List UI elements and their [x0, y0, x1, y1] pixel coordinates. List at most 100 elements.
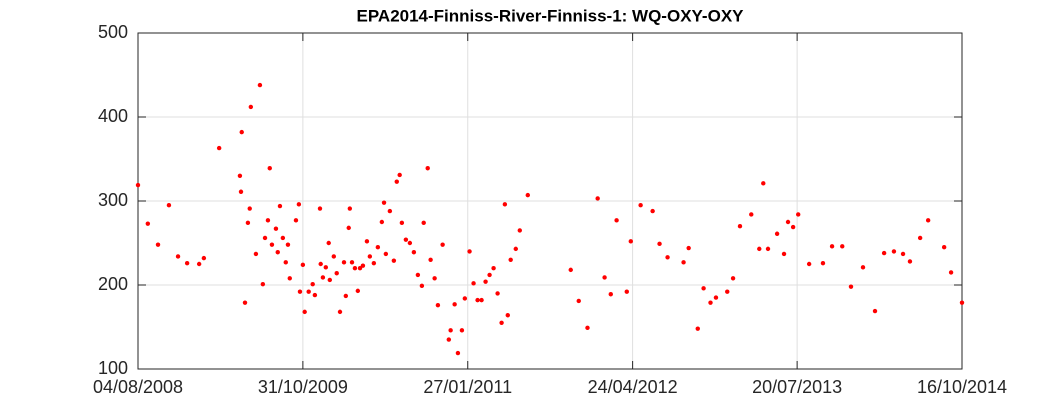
data-point	[310, 281, 315, 287]
data-point	[196, 261, 202, 267]
data-point	[245, 220, 251, 226]
data-point	[145, 221, 151, 226]
data-point	[360, 263, 366, 268]
data-point	[364, 239, 370, 244]
data-point	[397, 172, 402, 178]
data-point	[238, 189, 244, 194]
data-point	[383, 251, 389, 257]
data-point	[275, 250, 280, 255]
plot-frame	[137, 32, 963, 370]
data-point	[502, 202, 508, 207]
data-point	[175, 254, 181, 259]
data-point	[239, 129, 244, 135]
data-point	[355, 288, 361, 294]
data-point	[277, 203, 283, 209]
data-point	[781, 251, 787, 257]
data-point	[761, 181, 766, 186]
data-point	[491, 266, 496, 271]
data-point	[467, 249, 472, 254]
data-point	[891, 249, 897, 254]
data-point	[283, 260, 288, 265]
data-point	[508, 257, 513, 262]
data-point	[287, 276, 292, 281]
data-point	[624, 289, 629, 294]
data-point	[455, 350, 461, 356]
x-tick-label: 27/01/2011	[423, 377, 512, 397]
x-tick-label: 16/10/2014	[917, 377, 1007, 397]
data-point	[829, 244, 835, 249]
data-point	[757, 246, 762, 252]
data-point	[785, 219, 791, 225]
data-point	[237, 173, 243, 178]
data-point	[403, 237, 409, 242]
data-point	[448, 328, 453, 333]
data-point	[820, 260, 826, 266]
data-point	[568, 267, 573, 273]
data-point	[650, 208, 655, 214]
data-point	[495, 291, 500, 296]
data-point	[242, 300, 248, 305]
data-point	[701, 286, 706, 291]
data-point	[337, 309, 343, 315]
data-point	[907, 259, 913, 264]
data-point	[375, 245, 381, 250]
data-point	[300, 262, 306, 268]
data-point	[280, 235, 286, 241]
data-point	[320, 275, 326, 280]
data-point	[257, 82, 263, 88]
data-point	[135, 182, 141, 188]
data-point	[367, 254, 373, 259]
data-point	[513, 246, 518, 252]
data-point	[285, 242, 291, 247]
data-point	[487, 272, 492, 278]
data-point	[293, 218, 299, 223]
data-point	[576, 298, 581, 304]
data-point	[681, 260, 686, 265]
data-point	[774, 231, 780, 236]
data-point	[517, 228, 522, 233]
data-point	[346, 225, 351, 231]
data-point	[713, 295, 719, 300]
x-tick-label: 24/04/2012	[588, 377, 678, 397]
y-tick-label: 300	[98, 190, 128, 210]
x-tick-label: 31/10/2009	[258, 377, 348, 397]
data-point	[959, 300, 965, 305]
data-point	[428, 257, 433, 262]
data-point	[297, 289, 303, 294]
data-point	[247, 206, 252, 211]
data-point	[479, 297, 484, 303]
data-point	[421, 220, 426, 226]
data-point	[948, 270, 954, 275]
data-point	[341, 260, 347, 265]
data-point	[848, 284, 854, 289]
data-point	[483, 279, 488, 284]
data-point	[379, 219, 385, 225]
data-point	[265, 218, 271, 223]
data-point	[201, 255, 207, 261]
data-point	[432, 276, 437, 281]
data-point	[471, 281, 476, 286]
data-point	[407, 240, 413, 246]
data-point	[248, 104, 254, 110]
data-point	[499, 320, 504, 325]
data-point	[595, 196, 600, 201]
data-point	[306, 289, 311, 294]
data-point	[585, 325, 590, 331]
data-point	[657, 241, 662, 247]
data-point	[273, 226, 279, 231]
data-point	[881, 250, 887, 256]
data-point	[725, 289, 730, 294]
data-point	[608, 292, 613, 297]
data-point	[352, 266, 358, 271]
data-point	[253, 251, 259, 257]
x-tick-label: 20/07/2013	[752, 377, 842, 397]
data-point	[796, 212, 801, 217]
data-point	[475, 297, 480, 303]
data-point	[435, 302, 441, 308]
data-point	[323, 265, 329, 270]
data-point	[260, 281, 266, 287]
data-point	[462, 296, 468, 301]
data-point	[343, 293, 349, 299]
data-point	[267, 166, 272, 171]
data-point	[446, 337, 452, 342]
